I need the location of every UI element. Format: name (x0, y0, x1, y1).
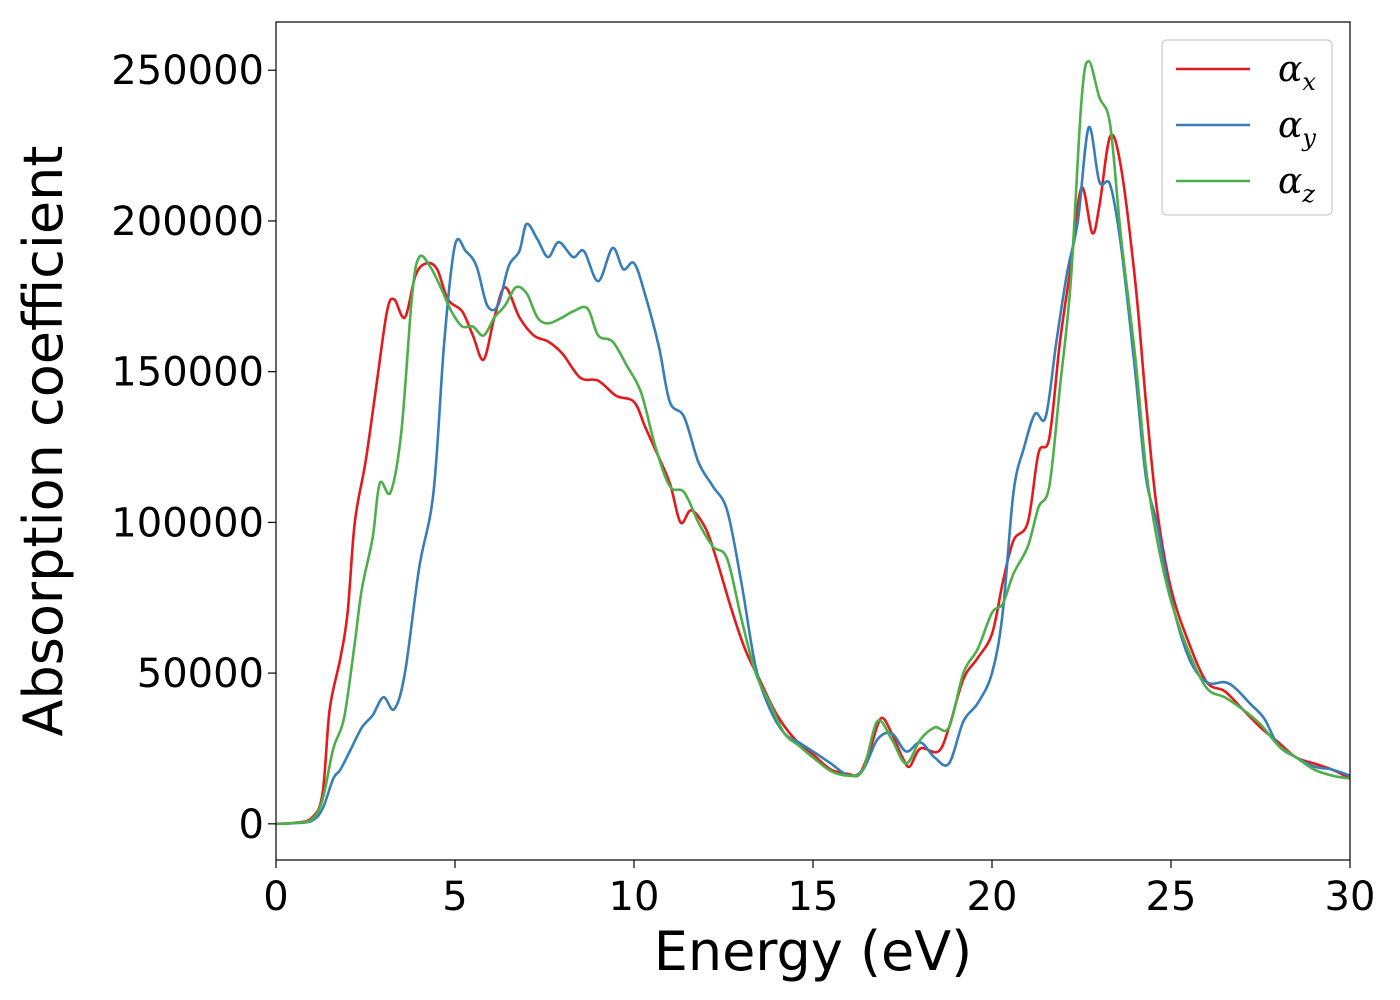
x-tick-label: 25 (1146, 874, 1197, 920)
legend: αx αy αz (1161, 39, 1333, 216)
series-line-x (275, 133, 1351, 826)
x-tick-label: 10 (609, 874, 660, 920)
series-line-z (275, 59, 1351, 826)
legend-label-x: αx (1278, 49, 1316, 96)
x-tick-label: 5 (442, 874, 467, 920)
x-tick-label: 15 (788, 874, 839, 920)
x-axis-label: Energy (eV) (654, 920, 973, 983)
series-line-y (275, 126, 1351, 826)
y-tick-label: 250000 (111, 48, 264, 94)
x-tick-label: 0 (263, 874, 288, 920)
legend-label-z: αz (1278, 161, 1315, 208)
legend-label-y: αy (1278, 105, 1316, 152)
x-tick-label: 30 (1325, 874, 1376, 920)
y-tick-label: 200000 (111, 199, 264, 245)
y-axis-label: Absorption coefficient (12, 146, 75, 737)
y-tick-label: 150000 (111, 350, 264, 396)
series-layer (275, 59, 1351, 826)
y-tick-label: 50000 (137, 651, 264, 697)
x-tick-label: 20 (967, 874, 1018, 920)
y-tick-label: 0 (239, 802, 264, 848)
y-tick-label: 100000 (111, 500, 264, 546)
legend-box (1161, 39, 1333, 216)
ticks-layer: 0 5 10 15 20 25 30 0 50000 100000 150000 200000 2500… (111, 48, 1375, 920)
